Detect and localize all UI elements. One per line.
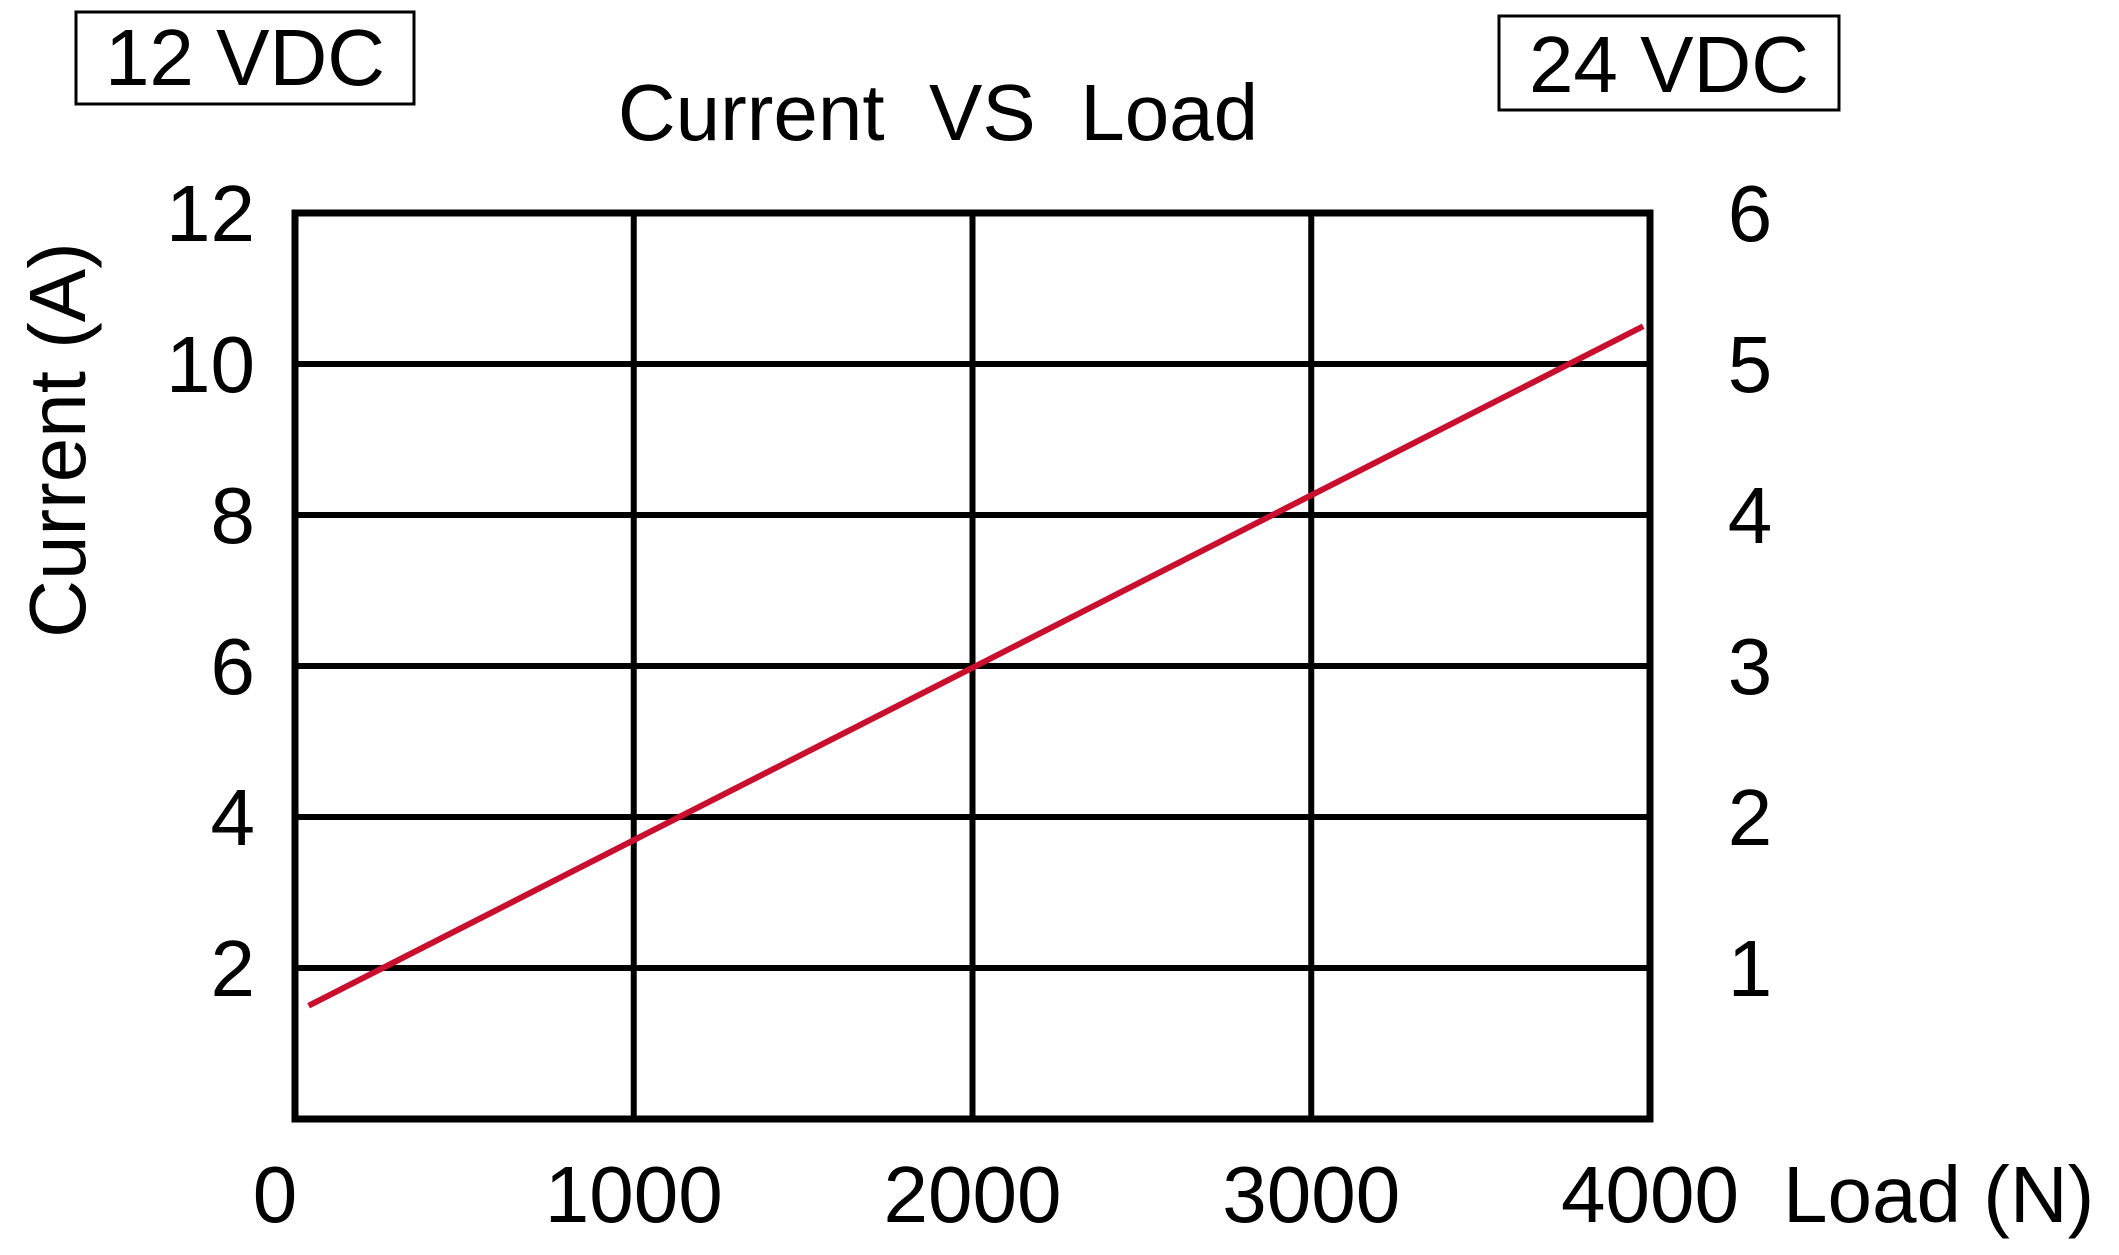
y-tick-label-left: 8: [211, 471, 256, 560]
y-tick-label-right: 2: [1728, 773, 1773, 862]
x-tick-label: 3000: [1222, 1150, 1400, 1239]
left-voltage-box: [74, 10, 416, 106]
y-tick-label-right: 4: [1728, 471, 1773, 560]
y-tick-label-right: 5: [1728, 320, 1773, 409]
right-voltage-box: [1497, 14, 1841, 112]
y-tick-label-right: 6: [1728, 169, 1773, 258]
y-axis-label: Current (A): [13, 242, 102, 638]
y-tick-label-left: 6: [211, 622, 256, 711]
y-tick-label-left: 10: [166, 320, 255, 409]
y-tick-label-right: 1: [1728, 924, 1773, 1013]
plot-border: [291, 209, 1654, 1123]
chart-title: Current VS Load: [618, 68, 1258, 157]
y-tick-label-left: 12: [166, 169, 255, 258]
right-voltage-label: 24 VDC: [1529, 20, 1809, 109]
x-tick-label: 2000: [884, 1150, 1062, 1239]
x-tick-label: 0: [253, 1150, 298, 1239]
y-tick-label-left: 2: [211, 924, 256, 1013]
x-tick-label: 4000: [1561, 1150, 1739, 1239]
series-line: [307, 323, 1645, 1009]
series: [307, 323, 1645, 1009]
y-tick-label-left: 4: [211, 773, 256, 862]
y-tick-label-right: 3: [1728, 622, 1773, 711]
x-tick-label: 1000: [545, 1150, 723, 1239]
x-axis-label: Load (N): [1783, 1150, 2094, 1239]
left-voltage-label: 12 VDC: [105, 13, 385, 102]
